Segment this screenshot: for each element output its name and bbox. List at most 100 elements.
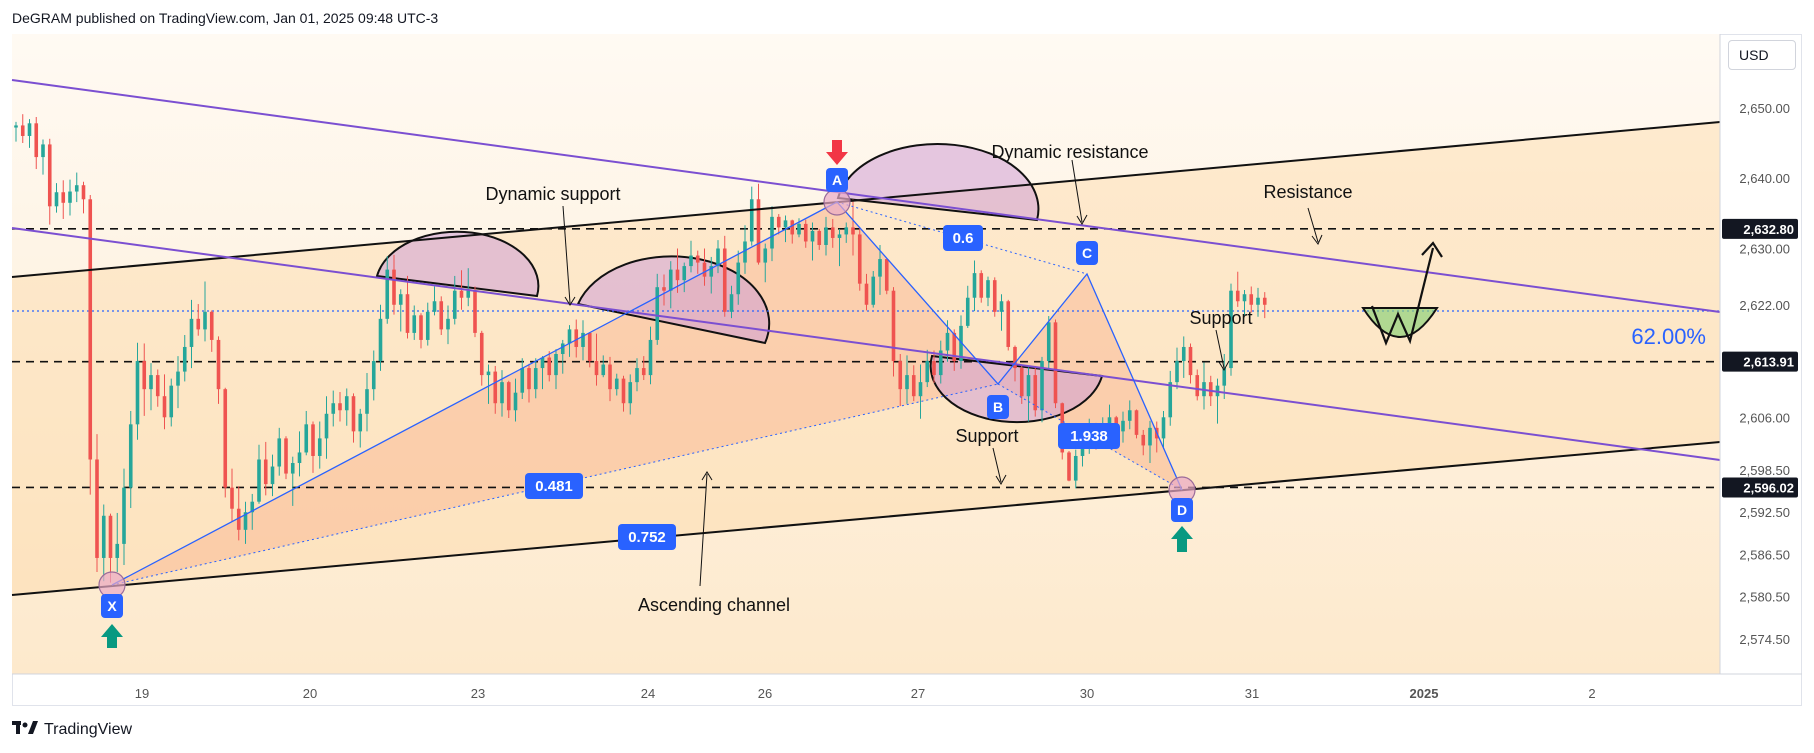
candle [1127,400,1132,430]
candle [398,289,403,332]
channel-lower-line [11,441,1721,596]
candle [594,333,599,386]
candle [230,468,234,522]
svg-text:2,596.02: 2,596.02 [1743,480,1794,495]
candle [169,378,174,427]
candle [27,119,32,148]
candle [527,363,531,403]
candle [290,456,295,506]
candle [20,114,25,144]
candle [878,244,882,295]
candle [722,235,727,317]
svg-text:0.6: 0.6 [953,230,974,247]
candle [1181,336,1186,378]
time-tick-label: 30 [1080,686,1094,701]
candle [236,486,241,541]
time-tick-label: 27 [911,686,925,701]
label-resistance: Resistance [1263,182,1352,202]
candle [149,363,153,411]
svg-text:2,613.91: 2,613.91 [1743,355,1794,370]
candle [466,268,471,307]
candle [317,421,322,469]
candle [695,250,700,274]
level-tag: 2,632.80 [1722,218,1798,239]
dome-shape-3 [836,142,1040,222]
candle [952,329,957,371]
candle [1235,271,1240,307]
candle [223,387,228,498]
candle [203,281,207,342]
candle [513,378,518,422]
candle [128,410,133,509]
projection-arrowhead-icon [1421,241,1443,258]
candle [709,256,714,294]
candle [1046,316,1051,369]
price-tick-label: 2,586.50 [1739,547,1790,562]
candle [486,364,491,404]
candle [749,186,754,246]
price-tick-label: 2,650.00 [1739,101,1790,116]
candle [419,313,423,349]
candle [142,343,147,416]
candle [662,274,666,306]
candle [817,228,822,250]
candle [41,139,45,175]
candle [1134,409,1139,439]
candle [864,273,869,311]
bowl-shape [929,354,1104,424]
candle [479,330,484,386]
label-dynamic-resistance: Dynamic resistance [991,142,1148,162]
candle [473,286,477,338]
candle [898,354,903,407]
candles-group [14,114,1267,583]
candle [378,304,383,371]
time-axis: 19 20 23 24 26 27 30 31 2025 2 [135,686,1596,701]
candle [392,254,396,315]
candle [1188,343,1193,384]
candle [1053,319,1058,409]
candle [324,396,329,459]
projection-path [1370,247,1435,346]
candle [770,206,774,262]
candle [608,356,612,402]
candle [851,199,855,256]
candle [506,380,511,418]
level-tag: 2,613.91 [1722,351,1798,372]
candle [297,431,302,477]
time-tick-label: 24 [641,686,655,701]
candle [1148,420,1152,464]
currency-selector[interactable]: USD [1728,40,1796,70]
svg-text:A: A [832,172,842,188]
candle [668,261,673,309]
candle [533,358,538,399]
ratio-badge-06: 0.6 [943,225,983,251]
candle [432,286,437,316]
candle [1161,410,1166,449]
candle [365,372,369,432]
level-price-tags: 2,632.80 2,613.91 2,596.02 [1722,218,1798,498]
candle [425,302,430,346]
candle [830,218,835,248]
time-tick-label: 26 [758,686,772,701]
candle [135,342,140,440]
candle [567,325,572,357]
candle [1229,283,1233,376]
candle [452,275,457,325]
candle [965,285,970,328]
price-tick-label: 2,640.00 [1739,171,1790,186]
candle [702,248,707,286]
svg-text:D: D [1177,502,1187,518]
candle [790,219,795,244]
candle [47,138,52,225]
candle [270,454,275,497]
candle [108,513,113,583]
candle [560,339,565,374]
candle [34,116,39,170]
candle [972,260,977,312]
svg-text:2,632.80: 2,632.80 [1743,222,1794,237]
price-tick-label: 2,606.00 [1739,410,1790,425]
arrow-up-d-icon [1171,526,1193,552]
candle [500,370,504,417]
candle [614,373,619,396]
